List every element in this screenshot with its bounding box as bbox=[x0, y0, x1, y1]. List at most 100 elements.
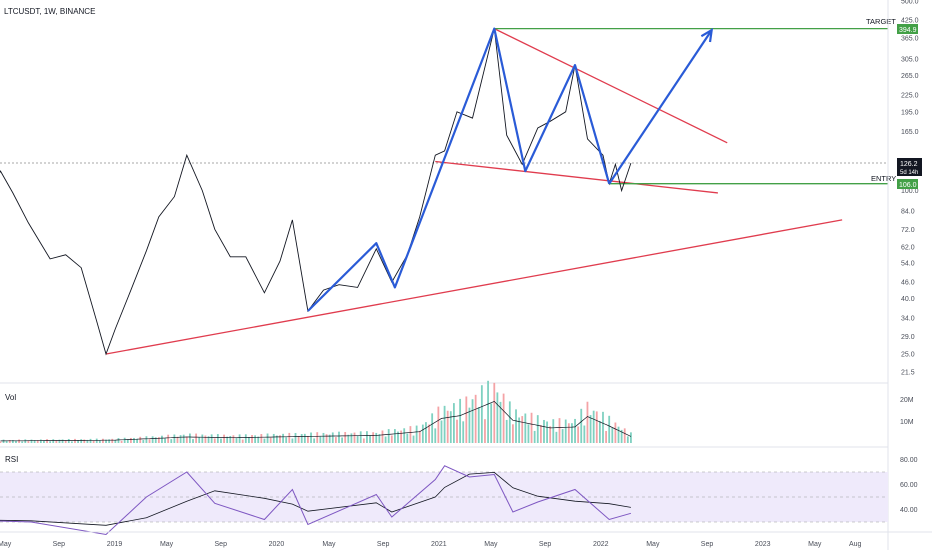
volume-bar bbox=[626, 436, 629, 443]
volume-bar bbox=[64, 440, 67, 443]
volume-bar bbox=[294, 432, 297, 443]
time-tick-2: Sep bbox=[53, 541, 66, 548]
trendline-3 bbox=[435, 160, 718, 194]
volume-pane: Vol 20M 10M bbox=[0, 380, 914, 443]
volume-bar bbox=[297, 435, 300, 443]
volume-bar bbox=[325, 434, 328, 443]
volume-bar bbox=[275, 435, 278, 443]
time-axis[interactable]: May Sep 2019 May Sep 2020 May Sep 2021 May Sep 2022… bbox=[0, 531, 932, 548]
symbol-label: LTCUSDT, 1W, BINANCE bbox=[4, 7, 95, 16]
volume-bar bbox=[83, 439, 86, 443]
volume-tick-20m: 20M bbox=[900, 397, 914, 404]
volume-bar bbox=[344, 431, 347, 443]
volume-bar bbox=[114, 440, 117, 443]
volume-bar bbox=[33, 440, 36, 443]
volume-bar bbox=[425, 422, 427, 443]
volume-bar bbox=[136, 438, 139, 443]
time-tick-7: May bbox=[322, 541, 336, 548]
volume-bar bbox=[331, 432, 334, 443]
price-tick-16: 40.0 bbox=[901, 296, 915, 303]
volume-bar bbox=[571, 423, 573, 443]
volume-bar bbox=[567, 423, 570, 443]
volume-bar bbox=[505, 419, 508, 443]
price-tick-5: 265.0 bbox=[901, 73, 919, 80]
volume-bar bbox=[446, 410, 449, 443]
volume-bar bbox=[341, 437, 343, 443]
volume-bar bbox=[216, 434, 219, 443]
price-tick-1: 500.0 bbox=[901, 0, 919, 5]
volume-bar bbox=[334, 437, 337, 443]
volume-bar bbox=[381, 430, 384, 443]
volume-bar bbox=[145, 436, 148, 443]
price-tick-10: 100.0 bbox=[901, 188, 919, 195]
volume-bar bbox=[43, 440, 45, 443]
time-tick-17: Aug bbox=[849, 541, 862, 548]
volume-bar bbox=[157, 437, 160, 443]
volume-title: Vol bbox=[5, 393, 16, 402]
projection-arrow bbox=[608, 28, 714, 185]
entry-value: 106.0 bbox=[899, 182, 917, 189]
volume-bar bbox=[198, 437, 201, 443]
volume-bar bbox=[176, 436, 179, 443]
volume-bar bbox=[319, 436, 322, 443]
volume-bars bbox=[0, 380, 632, 443]
volume-bar bbox=[617, 426, 620, 443]
price-tick-15: 46.0 bbox=[901, 280, 915, 287]
volume-bar bbox=[434, 428, 437, 443]
trendline-2 bbox=[493, 28, 728, 144]
volume-bar bbox=[400, 430, 403, 443]
volume-bar bbox=[595, 411, 598, 443]
rsi-pane: RSI 80.00 60.00 40.00 bbox=[0, 446, 918, 536]
volume-bar bbox=[521, 416, 524, 443]
price-tick-13: 62.0 bbox=[901, 244, 915, 251]
volume-bar bbox=[359, 431, 362, 443]
volume-bar bbox=[238, 434, 241, 443]
volume-bar bbox=[189, 433, 191, 443]
time-tick-10: May bbox=[484, 541, 498, 548]
volume-bar bbox=[170, 439, 173, 443]
volume-bar bbox=[421, 424, 424, 443]
volume-bar bbox=[2, 439, 5, 443]
volume-bar bbox=[397, 431, 399, 443]
volume-bar bbox=[195, 433, 198, 443]
volume-bar bbox=[338, 431, 340, 443]
volume-bar bbox=[269, 437, 272, 443]
time-tick-16: May bbox=[808, 541, 822, 548]
levels-group bbox=[494, 28, 888, 185]
volume-bar bbox=[493, 382, 496, 443]
price-tick-19: 25.0 bbox=[901, 352, 915, 359]
volume-bar bbox=[546, 421, 548, 443]
volume-bar bbox=[350, 433, 353, 443]
volume-bar bbox=[220, 438, 222, 443]
volume-bar bbox=[530, 412, 533, 443]
volume-bar bbox=[223, 434, 225, 443]
volume-bar bbox=[232, 435, 235, 443]
volume-bar bbox=[403, 428, 406, 443]
volume-bar bbox=[46, 439, 48, 443]
volume-bar bbox=[539, 425, 542, 443]
time-tick-15: 2023 bbox=[755, 541, 771, 548]
volume-bar bbox=[70, 441, 73, 443]
volume-bar bbox=[120, 440, 123, 443]
volume-bar bbox=[384, 436, 387, 443]
volume-bar bbox=[499, 401, 502, 443]
volume-bar bbox=[602, 411, 604, 443]
volume-bar bbox=[443, 405, 446, 443]
volume-bar bbox=[151, 436, 154, 443]
volume-bar bbox=[263, 438, 266, 443]
price-axis[interactable]: 500.0 425.0 365.0 305.0 265.0 225.0 195.0 165.0… bbox=[887, 0, 919, 550]
volume-bar bbox=[313, 438, 316, 443]
volume-bar bbox=[496, 392, 499, 443]
volume-bar bbox=[322, 432, 325, 443]
volume-bar bbox=[154, 437, 157, 443]
volume-bar bbox=[248, 437, 250, 443]
volume-bar bbox=[21, 441, 24, 443]
volume-bar bbox=[108, 439, 111, 443]
volume-bar bbox=[527, 424, 530, 443]
volume-bar bbox=[608, 415, 611, 443]
volume-bar bbox=[589, 415, 592, 443]
volume-bar bbox=[39, 439, 42, 443]
volume-bar bbox=[449, 411, 452, 443]
volume-bar bbox=[453, 403, 455, 443]
